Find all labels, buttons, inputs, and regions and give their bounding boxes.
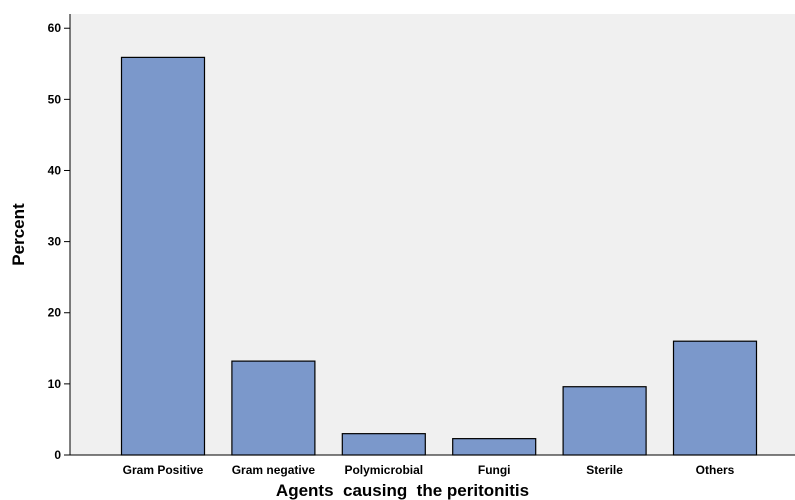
bar-sterile [562, 386, 647, 456]
y-tick-label: 10 [48, 377, 62, 391]
y-tick-label: 0 [54, 448, 61, 462]
x-tick-label: Polymicrobial [344, 463, 423, 477]
bars [120, 56, 758, 456]
y-tick-label: 50 [48, 92, 62, 106]
x-axis-title: Agents causing the peritonitis [276, 481, 529, 500]
bar-others [672, 340, 758, 456]
bar-polymicrobial [341, 433, 426, 456]
y-tick-label: 60 [48, 21, 62, 35]
x-tick-label: Fungi [478, 463, 511, 477]
x-tick-label: Gram negative [232, 463, 316, 477]
y-tick-label: 40 [48, 163, 62, 177]
x-tick-label: Gram Positive [123, 463, 204, 477]
x-tick-label: Sterile [586, 463, 623, 477]
y-tick-label: 30 [48, 235, 62, 249]
x-tick-label: Others [696, 463, 735, 477]
bar-gram-negative [231, 360, 316, 456]
y-tick-label: 20 [48, 306, 62, 320]
y-axis-title: Percent [9, 203, 28, 266]
x-axis-tick-labels: Gram Positive Gram negative Polymicrobial F… [123, 463, 735, 477]
bar-fungi [452, 438, 537, 456]
bar-gram-positive [120, 56, 206, 456]
y-axis-ticks: 0 10 20 30 40 50 60 [48, 21, 70, 462]
